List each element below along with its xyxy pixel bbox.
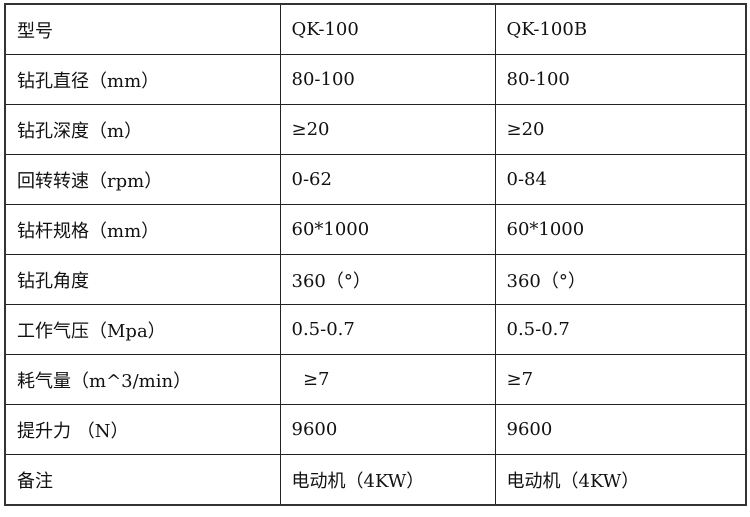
table-row: 工作气压（Mpa） 0.5-0.7 0.5-0.7 bbox=[4, 304, 747, 355]
qk-100b-value-cell: QK-100B bbox=[494, 3, 747, 55]
qk-100b-value-cell: 0.5-0.7 bbox=[494, 304, 747, 355]
param-label-cell: 型号 bbox=[4, 3, 281, 55]
qk-100-value-cell: 9600 bbox=[279, 404, 496, 455]
qk-100-value-cell: 0-62 bbox=[279, 154, 496, 205]
param-label-cell: 耗气量（m^3/min） bbox=[4, 354, 281, 405]
table-row: 钻孔深度（m） ≥20 ≥20 bbox=[4, 104, 747, 155]
qk-100-value-cell: 电动机（4KW） bbox=[279, 454, 496, 506]
param-label-cell: 钻孔角度 bbox=[4, 254, 281, 305]
qk-100-value-cell: QK-100 bbox=[279, 3, 496, 55]
table-row: 钻杆规格（mm） 60*1000 60*1000 bbox=[4, 204, 747, 255]
qk-100-value-cell: ≥7 bbox=[279, 354, 496, 405]
param-label-cell: 备注 bbox=[4, 454, 281, 506]
param-label-cell: 回转转速（rpm） bbox=[4, 154, 281, 205]
table-row: 耗气量（m^3/min） ≥7 ≥7 bbox=[4, 354, 747, 405]
table-row: 备注 电动机（4KW） 电动机（4KW） bbox=[4, 454, 747, 506]
spec-table: 型号 QK-100 QK-100B 钻孔直径（mm） 80-100 80-100 钻孔深度（… bbox=[4, 3, 747, 506]
qk-100b-value-cell: 电动机（4KW） bbox=[494, 454, 747, 506]
qk-100b-value-cell: 80-100 bbox=[494, 54, 747, 105]
param-label-cell: 钻杆规格（mm） bbox=[4, 204, 281, 255]
qk-100b-value-cell: 0-84 bbox=[494, 154, 747, 205]
qk-100-value-cell: 60*1000 bbox=[279, 204, 496, 255]
param-label-cell: 提升力 （N） bbox=[4, 404, 281, 455]
qk-100-value-cell: 360（°） bbox=[279, 254, 496, 305]
qk-100b-value-cell: 9600 bbox=[494, 404, 747, 455]
param-label-cell: 钻孔深度（m） bbox=[4, 104, 281, 155]
table-row: 型号 QK-100 QK-100B bbox=[4, 3, 747, 55]
qk-100-value-cell: ≥20 bbox=[279, 104, 496, 155]
qk-100-value-cell: 80-100 bbox=[279, 54, 496, 105]
qk-100-value-cell: 0.5-0.7 bbox=[279, 304, 496, 355]
table-row: 钻孔角度 360（°） 360（°） bbox=[4, 254, 747, 305]
qk-100b-value-cell: 60*1000 bbox=[494, 204, 747, 255]
param-label-cell: 工作气压（Mpa） bbox=[4, 304, 281, 355]
qk-100b-value-cell: 360（°） bbox=[494, 254, 747, 305]
table-row: 提升力 （N） 9600 9600 bbox=[4, 404, 747, 455]
param-label-cell: 钻孔直径（mm） bbox=[4, 54, 281, 105]
table-row: 钻孔直径（mm） 80-100 80-100 bbox=[4, 54, 747, 105]
table-row: 回转转速（rpm） 0-62 0-84 bbox=[4, 154, 747, 205]
qk-100b-value-cell: ≥7 bbox=[494, 354, 747, 405]
qk-100b-value-cell: ≥20 bbox=[494, 104, 747, 155]
